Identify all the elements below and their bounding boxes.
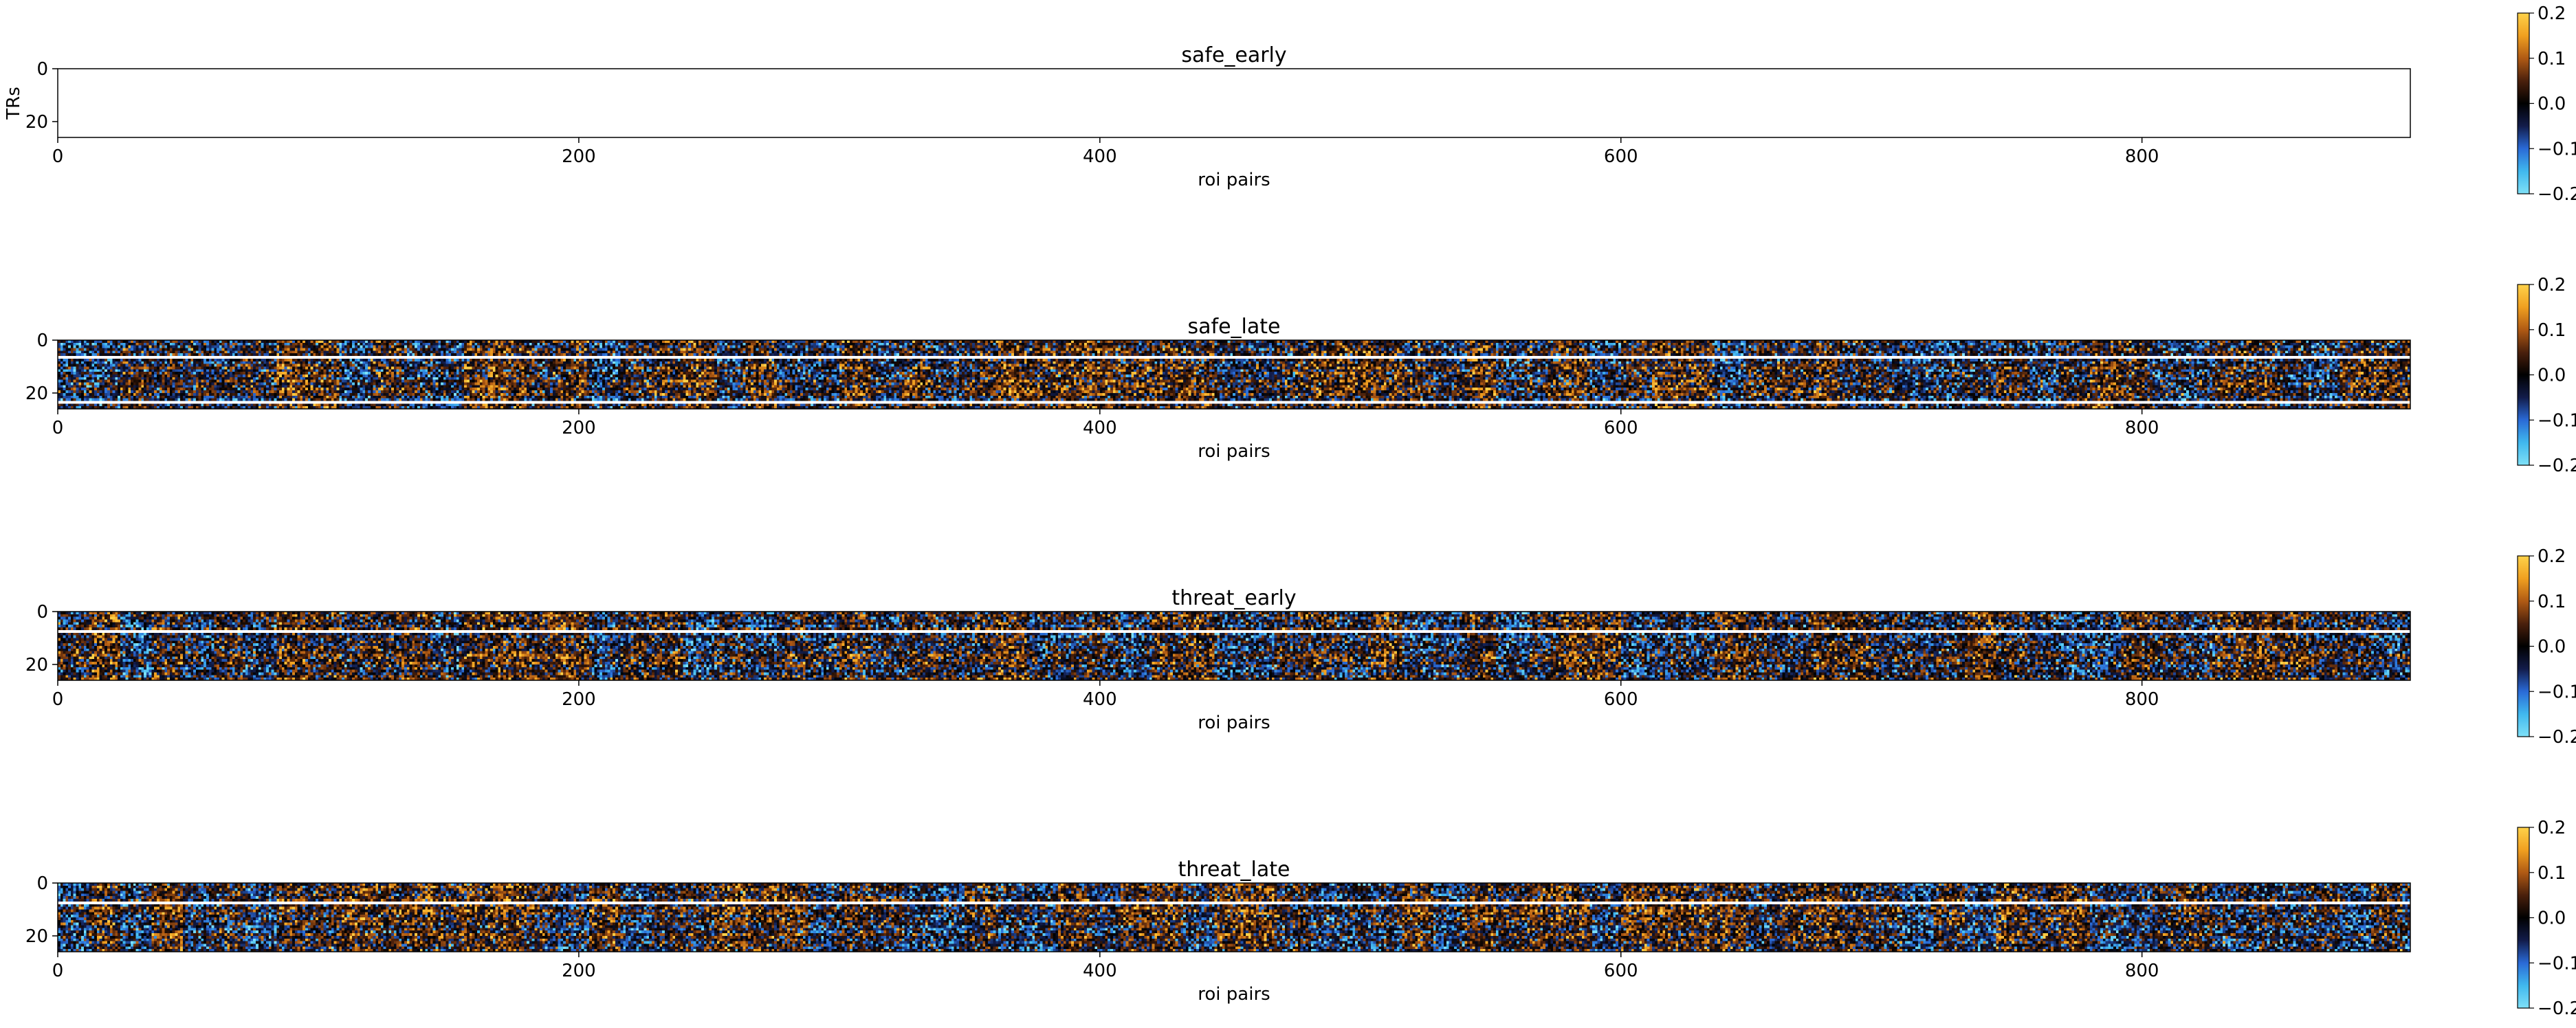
- colorbar: 0.2 0.1 0.0 −0.1 −0.2: [2517, 3, 2576, 205]
- panel-title: threat_late: [1178, 858, 1290, 882]
- x-axis-label: roi pairs: [1198, 170, 1270, 190]
- axes-frame: [57, 611, 2411, 681]
- y-tick-label: 0: [36, 873, 48, 894]
- y-tick-label: 0: [36, 59, 48, 80]
- x-tick-label: 600: [1604, 689, 1638, 710]
- x-tick-label: 600: [1604, 418, 1638, 438]
- y-tick-label: 0: [36, 602, 48, 623]
- colorbar-tick-label: −0.1: [2538, 139, 2576, 159]
- x-tick-label: 600: [1604, 961, 1638, 981]
- colorbar-tick-label: −0.2: [2538, 727, 2576, 748]
- colorbar-tick-label: 0.0: [2538, 908, 2566, 929]
- x-tick-label: 200: [562, 689, 596, 710]
- x-tick-label: 200: [562, 418, 596, 438]
- colorbar-tick-label: −0.1: [2538, 953, 2576, 974]
- y-tick-label: 20: [25, 926, 48, 947]
- y-tick-label: 20: [25, 383, 48, 404]
- x-tick-label: 0: [52, 146, 64, 167]
- colorbar-tick-label: 0.1: [2538, 863, 2566, 884]
- panel-title: safe_early: [1181, 43, 1286, 67]
- colorbar-tick-label: 0.2: [2538, 3, 2566, 24]
- x-tick-label: 800: [2125, 689, 2159, 710]
- colorbar-tick-label: −0.2: [2538, 184, 2576, 205]
- x-tick-label: 0: [52, 689, 64, 710]
- y-tick-label: 20: [25, 112, 48, 133]
- colorbar: 0.2 0.1 0.0 −0.1 −0.2: [2517, 275, 2576, 476]
- colorbar-tick-label: 0.2: [2538, 275, 2566, 295]
- x-tick-label: 0: [52, 418, 64, 438]
- panel-title: threat_early: [1171, 586, 1296, 610]
- x-tick-label: 400: [1083, 418, 1117, 438]
- x-axis-label: roi pairs: [1198, 713, 1270, 733]
- x-axis-label: roi pairs: [1198, 984, 1270, 1005]
- x-tick-label: 200: [562, 961, 596, 981]
- x-tick-label: 400: [1083, 689, 1117, 710]
- x-tick-label: 800: [2125, 961, 2159, 981]
- axes-frame: [57, 339, 2411, 410]
- x-tick-label: 600: [1604, 146, 1638, 167]
- x-tick-label: 200: [562, 146, 596, 167]
- colorbar-gradient: [2517, 555, 2530, 737]
- heatmap-image: [58, 340, 2410, 409]
- y-axis-label: TRs: [3, 87, 24, 120]
- colorbar-tick-label: −0.1: [2538, 682, 2576, 702]
- colorbar-gradient: [2517, 284, 2530, 466]
- x-tick-label: 800: [2125, 146, 2159, 167]
- heatmap-image: [58, 612, 2410, 680]
- colorbar-tick-label: −0.2: [2538, 998, 2576, 1019]
- colorbar-gradient: [2517, 827, 2530, 1009]
- colorbar-tick-label: 0.1: [2538, 592, 2566, 612]
- colorbar-tick-label: 0.1: [2538, 49, 2566, 69]
- colorbar-gradient: [2517, 12, 2530, 194]
- x-tick-label: 800: [2125, 418, 2159, 438]
- panel-title: safe_late: [1188, 315, 1281, 339]
- x-tick-label: 0: [52, 961, 64, 981]
- x-tick-label: 400: [1083, 146, 1117, 167]
- colorbar-tick-label: 0.0: [2538, 94, 2566, 115]
- axes-frame: [57, 68, 2411, 138]
- colorbar-tick-label: 0.0: [2538, 366, 2566, 386]
- heatmap-image: [58, 883, 2410, 952]
- colorbar-tick-label: −0.1: [2538, 410, 2576, 431]
- colorbar-tick-label: −0.2: [2538, 456, 2576, 476]
- colorbar-tick-label: 0.2: [2538, 818, 2566, 838]
- colorbar: 0.2 0.1 0.0 −0.1 −0.2: [2517, 546, 2576, 748]
- y-tick-label: 0: [36, 331, 48, 351]
- x-tick-label: 400: [1083, 961, 1117, 981]
- x-axis-label: roi pairs: [1198, 441, 1270, 462]
- colorbar-tick-label: 0.2: [2538, 546, 2566, 567]
- y-tick-label: 20: [25, 655, 48, 675]
- colorbar: 0.2 0.1 0.0 −0.1 −0.2: [2517, 818, 2576, 1019]
- colorbar-tick-label: 0.0: [2538, 637, 2566, 658]
- colorbar-tick-label: 0.1: [2538, 320, 2566, 341]
- axes-frame: [57, 882, 2411, 952]
